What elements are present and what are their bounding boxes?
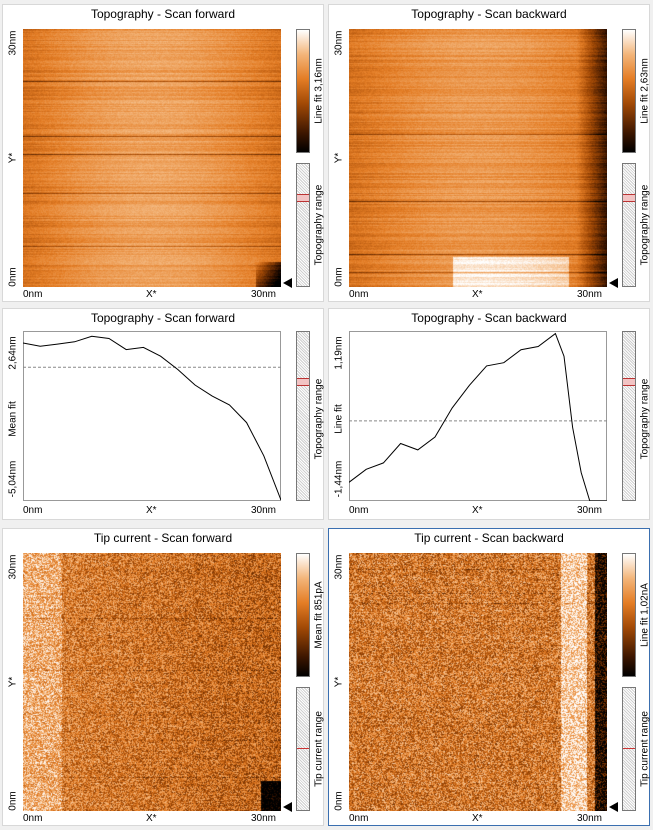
panel-title: Topography - Scan backward xyxy=(411,7,567,21)
x-left-label: 0nm xyxy=(23,289,43,300)
x-axis-label: X* xyxy=(472,813,483,824)
range-slider[interactable] xyxy=(622,163,636,287)
panel-current-backward[interactable]: Tip current - Scan backward 30nm Y* 0nm … xyxy=(328,528,651,826)
y-bottom-label: 0nm xyxy=(7,791,19,811)
x-right-label: 30nm xyxy=(577,289,603,300)
range-pointer-icon[interactable] xyxy=(609,278,618,288)
panel-title: Tip current - Scan backward xyxy=(414,531,564,545)
x-axis-label: X* xyxy=(146,813,157,824)
y-axis-label: Y* xyxy=(7,676,19,688)
panel-topo-backward[interactable]: Topography - Scan backward 30nm Y* 0nm 0… xyxy=(328,4,651,302)
y-axis-label: Line fit xyxy=(333,404,345,434)
color-scale-label: Line fit 3,16nm xyxy=(313,58,325,124)
x-left-label: 0nm xyxy=(23,505,43,516)
range-pointer-icon[interactable] xyxy=(283,802,292,812)
range-label: Topography range xyxy=(639,184,651,266)
x-left-label: 0nm xyxy=(23,813,43,824)
color-scale-label: Line fit 2,63nm xyxy=(639,58,651,124)
y-bottom-label: -5,04nm xyxy=(7,460,19,498)
panel-topo-forward[interactable]: Topography - Scan forward 30nm Y* 0nm 0n… xyxy=(2,4,325,302)
range-slider[interactable] xyxy=(296,687,310,811)
x-right-label: 30nm xyxy=(251,813,277,824)
panel-title: Topography - Scan backward xyxy=(411,311,567,325)
profile-series-line xyxy=(23,335,281,501)
y-bottom-label: 0nm xyxy=(333,791,345,811)
y-top-label: 30nm xyxy=(7,30,19,56)
range-slider[interactable] xyxy=(296,331,310,501)
range-label: Tip current range xyxy=(313,711,325,787)
plot-frame xyxy=(23,331,281,501)
range-label: Tip current range xyxy=(639,711,651,787)
color-scale-label: Line fit 1,02nA xyxy=(639,583,651,647)
panel-title: Topography - Scan forward xyxy=(90,7,236,21)
color-scale-bar[interactable] xyxy=(622,553,636,677)
panel-title: Tip current - Scan forward xyxy=(93,531,233,545)
profile-series-line xyxy=(349,332,607,501)
panel-current-forward[interactable]: Tip current - Scan forward 30nm Y* 0nm 0… xyxy=(2,528,325,826)
color-scale-label: Mean fit 851pA xyxy=(313,581,325,649)
x-right-label: 30nm xyxy=(251,289,277,300)
y-top-label: 1,19nm xyxy=(333,336,345,370)
topography-image[interactable] xyxy=(23,29,281,287)
range-label: Topography range xyxy=(313,184,325,266)
tip-current-image[interactable] xyxy=(349,553,607,811)
y-bottom-label: 0nm xyxy=(333,267,345,287)
y-bottom-label: -1,44nm xyxy=(333,460,345,498)
x-right-label: 30nm xyxy=(577,813,603,824)
x-axis-label: X* xyxy=(472,289,483,300)
x-right-label: 30nm xyxy=(577,505,603,516)
color-scale-bar[interactable] xyxy=(296,29,310,153)
profile-chart[interactable] xyxy=(349,331,607,501)
topography-image[interactable] xyxy=(349,29,607,287)
x-right-label: 30nm xyxy=(251,505,277,516)
y-top-label: 30nm xyxy=(333,554,345,580)
range-slider[interactable] xyxy=(296,163,310,287)
profile-chart[interactable] xyxy=(23,331,281,501)
y-axis-label: Y* xyxy=(333,676,345,688)
x-left-label: 0nm xyxy=(349,813,369,824)
range-pointer-icon[interactable] xyxy=(283,278,292,288)
y-top-label: 30nm xyxy=(333,30,345,56)
x-axis-label: X* xyxy=(472,505,483,516)
y-bottom-label: 0nm xyxy=(7,267,19,287)
y-axis-label: Y* xyxy=(333,152,345,164)
plot-frame xyxy=(349,331,607,501)
range-label: Topography range xyxy=(313,378,325,460)
x-left-label: 0nm xyxy=(349,505,369,516)
x-axis-label: X* xyxy=(146,505,157,516)
panel-title: Topography - Scan forward xyxy=(90,311,236,325)
y-axis-label: Mean fit xyxy=(7,401,19,437)
color-scale-bar[interactable] xyxy=(296,553,310,677)
y-top-label: 30nm xyxy=(7,554,19,580)
range-pointer-icon[interactable] xyxy=(609,802,618,812)
range-slider[interactable] xyxy=(622,687,636,811)
panel-topo-forward-profile[interactable]: Topography - Scan forward 2,64nm Mean fi… xyxy=(2,308,325,520)
panel-topo-backward-profile[interactable]: Topography - Scan backward 1,19nm Line f… xyxy=(328,308,651,520)
x-left-label: 0nm xyxy=(349,289,369,300)
tip-current-image[interactable] xyxy=(23,553,281,811)
y-axis-label: Y* xyxy=(7,152,19,164)
y-top-label: 2,64nm xyxy=(7,336,19,370)
range-label: Topography range xyxy=(639,378,651,460)
range-slider[interactable] xyxy=(622,331,636,501)
x-axis-label: X* xyxy=(146,289,157,300)
color-scale-bar[interactable] xyxy=(622,29,636,153)
